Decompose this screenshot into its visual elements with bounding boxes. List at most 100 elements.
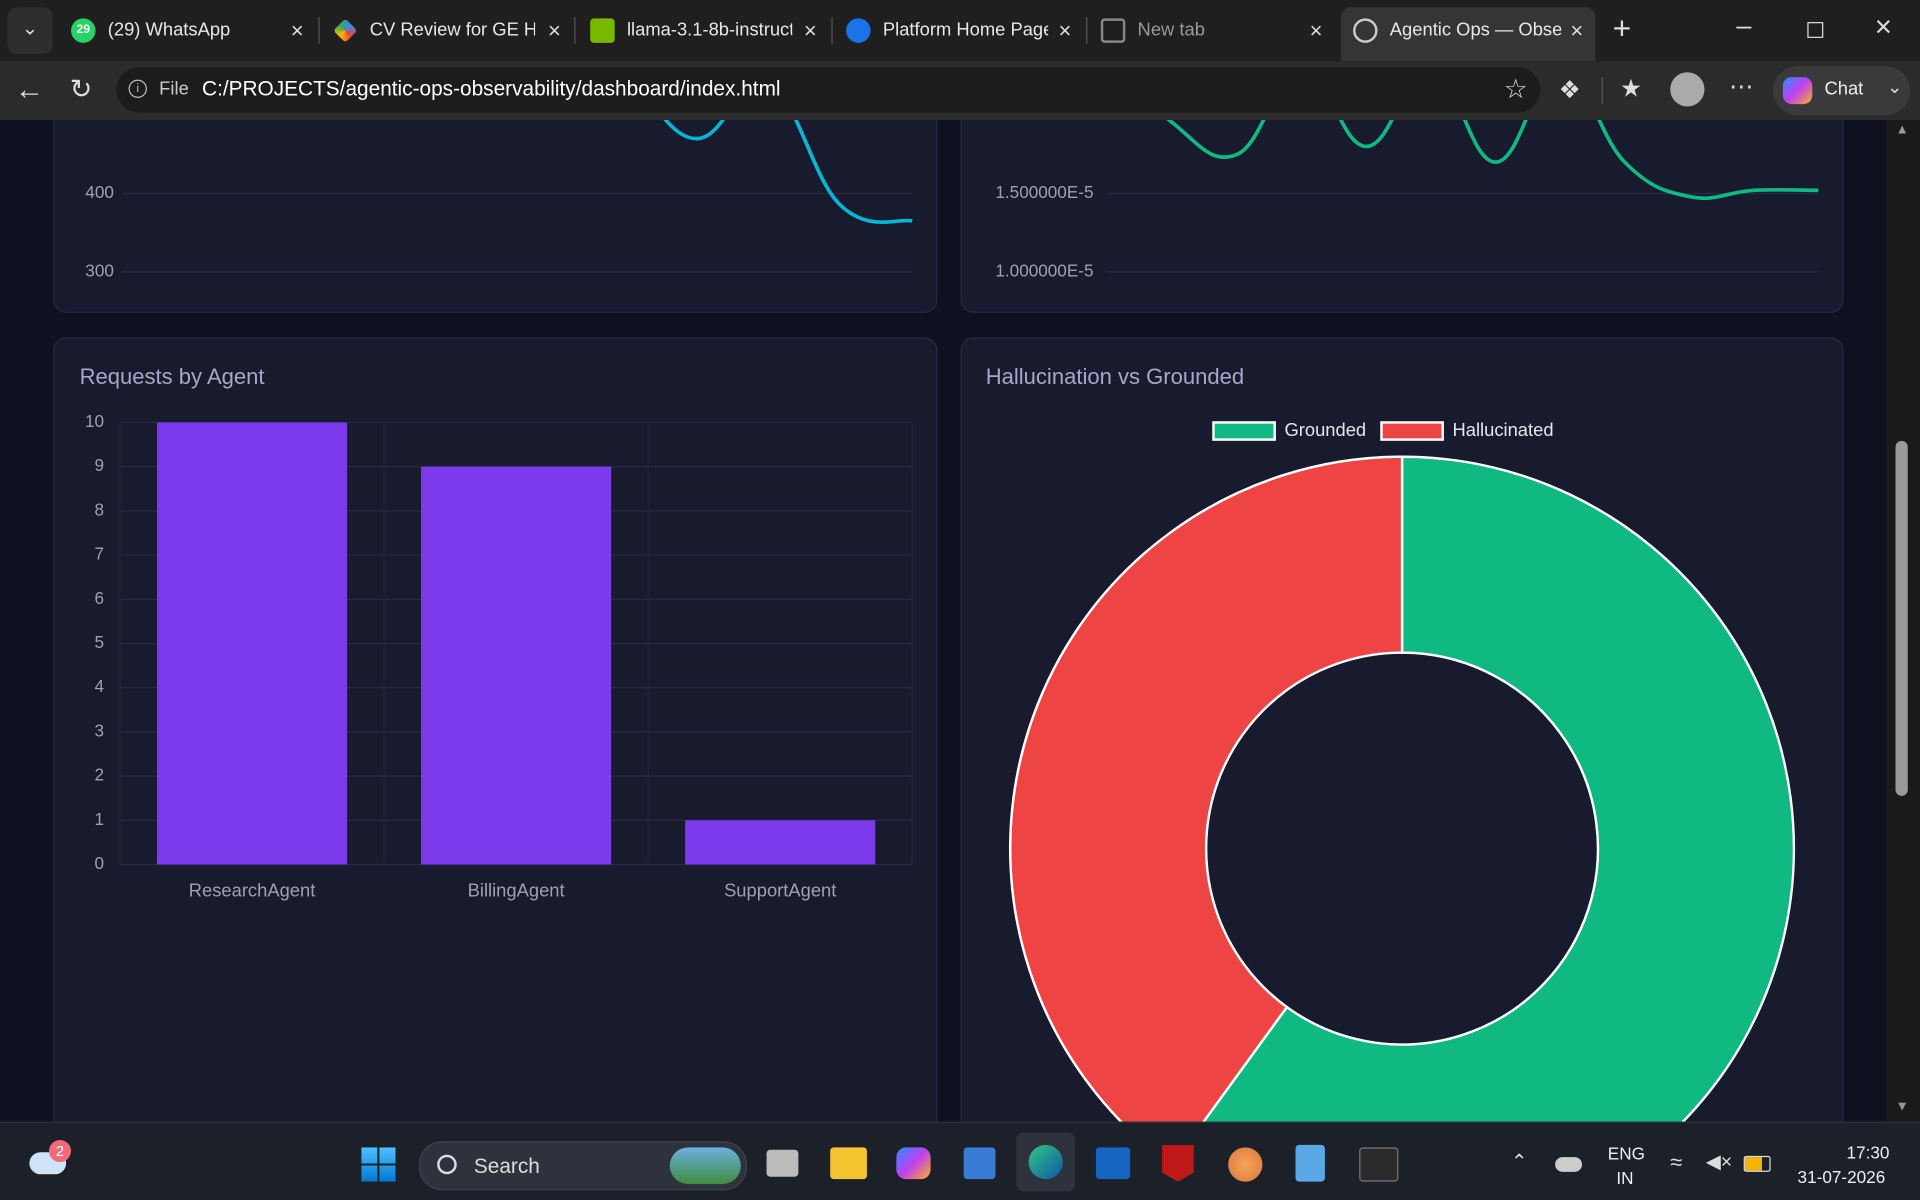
taskbar: 2 Search ⌃ ENG IN ≈ ◀× 17:30 31-07-2026 <box>0 1121 1920 1200</box>
language: ENG <box>1607 1143 1645 1164</box>
tab-icon <box>846 18 871 43</box>
close[interactable]: × <box>1309 18 1323 43</box>
scroll-thumb[interactable] <box>1895 440 1908 796</box>
y-tick-label: 1.500000E-5 <box>995 182 1093 202</box>
tab-icon <box>333 18 358 43</box>
start[interactable] <box>361 1147 396 1182</box>
clock-time: 17:30 <box>1846 1142 1890 1163</box>
more[interactable]: ⋯ <box>1728 73 1754 101</box>
mcafee[interactable] <box>1162 1144 1194 1182</box>
copilot[interactable] <box>896 1147 931 1180</box>
chat-chevron: ⌄ <box>1886 77 1903 98</box>
app[interactable] <box>1228 1147 1263 1182</box>
chart-title: Requests by Agent <box>80 364 265 389</box>
tab-title: New tab <box>1137 19 1205 41</box>
address-field[interactable]: i File C:/PROJECTS/agentic-ops-observabi… <box>116 67 1541 113</box>
bar <box>421 466 612 865</box>
battery[interactable] <box>1743 1155 1771 1172</box>
tab[interactable]: CV Review for GE Hea × <box>321 7 573 54</box>
restore[interactable] <box>1807 22 1824 38</box>
onedrive[interactable] <box>1555 1157 1583 1172</box>
close[interactable]: × <box>547 18 561 43</box>
tab-title: llama-3.1-8b-instruct <box>626 19 793 41</box>
y-tick-label: 8 <box>95 499 105 519</box>
tab-bar: ⌄ 29 (29) WhatsApp × CV Review for GE Hea… <box>0 0 1920 62</box>
terminal[interactable] <box>1359 1147 1399 1182</box>
legend-label: Hallucinated <box>1452 419 1553 440</box>
close[interactable]: × <box>803 18 817 43</box>
y-tick-label: 2.000000E-5 <box>995 120 1093 124</box>
tab-icon <box>1353 18 1378 43</box>
back[interactable]: ← <box>14 73 45 107</box>
close[interactable]: × <box>1570 18 1584 43</box>
tab-title: Platform Home Page <box>882 19 1049 41</box>
reload[interactable]: ↻ <box>69 73 93 105</box>
donut-segment <box>1202 455 1796 1122</box>
y-tick-label: 4 <box>95 676 105 696</box>
store[interactable] <box>963 1147 996 1180</box>
search-box[interactable]: Search <box>418 1141 747 1191</box>
notepad[interactable] <box>1295 1144 1325 1182</box>
file-explorer[interactable] <box>830 1147 867 1180</box>
task-view[interactable] <box>766 1149 799 1177</box>
separator <box>831 17 833 45</box>
scroll-up[interactable]: ▲ <box>1895 122 1909 138</box>
y-tick-label: 10 <box>85 411 104 431</box>
y-tick-label: 5 <box>95 632 105 652</box>
tray-chevron[interactable]: ⌃ <box>1511 1152 1528 1174</box>
y-tick-label: 9 <box>95 455 105 475</box>
address-label: File <box>159 78 189 100</box>
tab-icon <box>1100 18 1126 43</box>
separator <box>318 17 320 45</box>
search-icon <box>437 1154 457 1175</box>
close-window[interactable]: × <box>1874 11 1892 45</box>
card <box>960 120 1844 313</box>
chat-label: Chat <box>1824 78 1864 100</box>
tab[interactable]: llama-3.1-8b-instruct × <box>578 7 829 54</box>
minimize[interactable]: – <box>1736 9 1752 41</box>
line <box>1166 120 1819 201</box>
bar <box>685 820 876 865</box>
close[interactable]: × <box>290 18 304 43</box>
tab-menu[interactable]: ⌄ <box>7 7 53 54</box>
separator <box>1086 17 1088 45</box>
donut-segment <box>1009 455 1404 1122</box>
profile[interactable] <box>1670 72 1705 107</box>
favorites[interactable]: ★ <box>1620 75 1642 103</box>
wifi[interactable]: ≈ <box>1670 1149 1683 1175</box>
new-tab[interactable]: + <box>1612 9 1632 47</box>
active-tab[interactable]: Agentic Ops — Obser × <box>1340 7 1596 62</box>
tab[interactable]: New tab × <box>1089 7 1335 54</box>
y-tick-label: 400 <box>85 182 114 202</box>
scroll-down[interactable]: ▼ <box>1895 1099 1909 1115</box>
scrollbar[interactable]: ▲ ▼ <box>1885 120 1920 1122</box>
tab[interactable]: 29 (29) WhatsApp × <box>59 7 316 54</box>
legend-label: Grounded <box>1284 419 1366 440</box>
tab-badge: 29 <box>71 18 96 43</box>
chat-button[interactable]: Chat ⌄ <box>1773 66 1911 116</box>
bar <box>156 422 348 865</box>
y-tick-label: 3 <box>95 720 105 740</box>
close[interactable]: × <box>1058 18 1072 43</box>
y-tick-label: 6 <box>95 588 105 608</box>
app[interactable] <box>1095 1147 1131 1180</box>
tab-title: (29) WhatsApp <box>107 19 231 41</box>
volume[interactable]: ◀× <box>1705 1152 1733 1174</box>
y-tick-label: 300 <box>85 260 114 280</box>
tab-icon <box>590 18 615 43</box>
clock-date: 31-07-2026 <box>1797 1166 1886 1187</box>
favorite-star[interactable]: ☆ <box>1503 73 1528 105</box>
info-icon[interactable]: i <box>128 79 147 98</box>
extensions[interactable]: ❖ <box>1558 77 1581 105</box>
edge-active[interactable] <box>1016 1132 1076 1192</box>
notification-badge: 2 <box>48 1140 72 1163</box>
tab[interactable]: Platform Home Page × <box>834 7 1084 54</box>
legend-swatch <box>1380 421 1444 441</box>
separator <box>574 17 576 45</box>
legend-swatch <box>1212 421 1276 441</box>
copilot-icon <box>1782 77 1813 105</box>
address-row: ← ↻ i File C:/PROJECTS/agentic-ops-obser… <box>0 61 1920 120</box>
